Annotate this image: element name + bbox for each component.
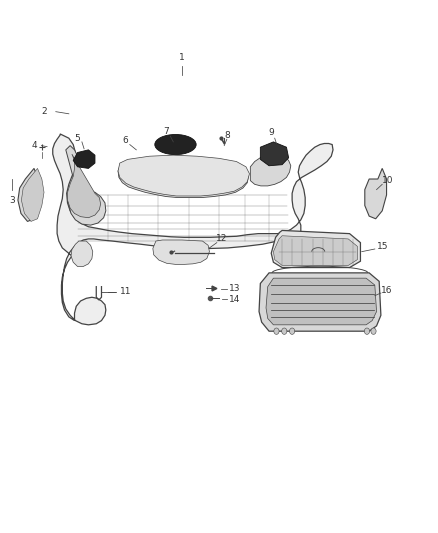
Ellipse shape [155,134,196,155]
Polygon shape [251,154,291,186]
Polygon shape [21,168,44,221]
Polygon shape [271,230,360,268]
Text: 3: 3 [9,196,15,205]
Text: 1: 1 [179,53,185,62]
Text: 15: 15 [376,242,388,251]
Text: 12: 12 [215,235,227,244]
Polygon shape [53,134,333,325]
Polygon shape [260,142,289,166]
Ellipse shape [371,328,376,334]
Polygon shape [18,168,41,221]
Ellipse shape [274,328,279,334]
Text: 6: 6 [123,136,128,145]
Polygon shape [73,150,95,168]
Ellipse shape [364,328,370,334]
Text: 4: 4 [31,141,37,150]
Text: 9: 9 [268,128,274,138]
Text: 14: 14 [229,295,240,304]
Text: 11: 11 [120,287,131,296]
Polygon shape [118,155,250,196]
Ellipse shape [282,328,287,334]
Text: 5: 5 [74,134,81,143]
Polygon shape [118,158,249,198]
Polygon shape [67,154,101,217]
Polygon shape [153,240,209,264]
Polygon shape [273,236,357,265]
Text: 7: 7 [163,127,169,136]
Polygon shape [66,146,106,225]
Polygon shape [365,168,387,219]
Text: 10: 10 [382,176,394,185]
Text: 8: 8 [224,131,230,140]
Polygon shape [71,241,93,266]
Ellipse shape [290,328,295,334]
Polygon shape [259,273,381,331]
Text: 13: 13 [229,284,240,293]
Text: 2: 2 [41,107,47,116]
Polygon shape [266,278,377,325]
Text: 16: 16 [381,286,392,295]
